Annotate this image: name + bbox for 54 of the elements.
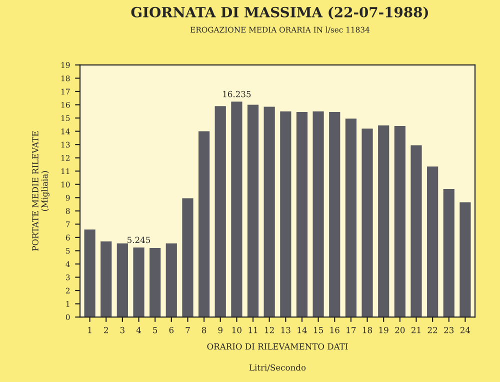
- x-tick-label: 13: [281, 326, 290, 334]
- data-label: 16.235: [223, 90, 251, 98]
- bar: [116, 243, 128, 318]
- chart-title: GIORNATA DI MASSIMA (22-07-1988): [131, 6, 428, 20]
- bar: [280, 111, 292, 318]
- x-tick-label: 3: [120, 326, 124, 334]
- bar: [182, 198, 194, 318]
- bar: [198, 131, 210, 318]
- bar: [214, 106, 226, 318]
- x-tick-label: 7: [186, 327, 190, 334]
- text: Litri/Secondo: [249, 364, 306, 372]
- bar: [378, 125, 390, 318]
- x-tick-label: 6: [169, 326, 174, 334]
- x-tick-label: 14: [298, 326, 307, 334]
- x-tick-label: 4: [136, 326, 141, 334]
- x-tick-label: 24: [460, 326, 470, 334]
- x-tick-label: 1: [88, 326, 92, 334]
- x-tick-label: 5: [153, 327, 158, 334]
- bar: [247, 104, 259, 318]
- bar: [166, 243, 177, 318]
- bar: [329, 112, 340, 318]
- x-tick-label: 20: [395, 326, 405, 334]
- x-axis-title: ORARIO DI RILEVAMENTO DATI: [207, 343, 348, 350]
- y-axis-title: PORTATE MEDIE RILEVATE (Migliaia): [32, 131, 50, 251]
- x-tick-label: 19: [379, 326, 388, 334]
- x-tick-label: 10: [232, 326, 242, 334]
- bar: [150, 248, 161, 318]
- bar: [443, 189, 454, 318]
- x-tick-label: 12: [265, 326, 274, 334]
- x-tick-label: 2: [104, 326, 108, 334]
- bar: [362, 128, 373, 318]
- data-label: 5.245: [128, 236, 150, 244]
- bar: [264, 106, 275, 318]
- bar: [100, 241, 112, 318]
- x-tick-label: 9: [218, 326, 222, 334]
- bar: [345, 118, 356, 318]
- x-tick-label: 22: [428, 326, 438, 334]
- x-tick-label: 21: [412, 326, 420, 334]
- x-tick-label: 8: [202, 326, 206, 334]
- bar: [427, 166, 438, 318]
- x-tick-label: 23: [444, 326, 454, 334]
- x-tick-label: 16: [330, 326, 340, 334]
- bar: [410, 145, 422, 318]
- bar: [296, 112, 308, 318]
- x-tick-label: 11: [248, 326, 258, 334]
- bar: [231, 102, 242, 318]
- bar: [312, 111, 324, 318]
- x-tick-label: 18: [362, 326, 372, 334]
- bar: [133, 247, 144, 318]
- x-tick-label: 17: [346, 326, 356, 334]
- bar: [84, 229, 96, 318]
- bar: [460, 202, 471, 318]
- x-tick-label: 15: [314, 326, 323, 334]
- bar: [394, 126, 406, 318]
